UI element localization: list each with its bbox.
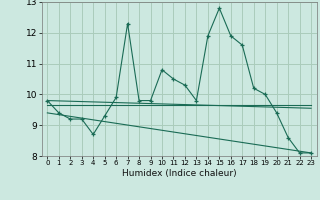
X-axis label: Humidex (Indice chaleur): Humidex (Indice chaleur) bbox=[122, 169, 236, 178]
